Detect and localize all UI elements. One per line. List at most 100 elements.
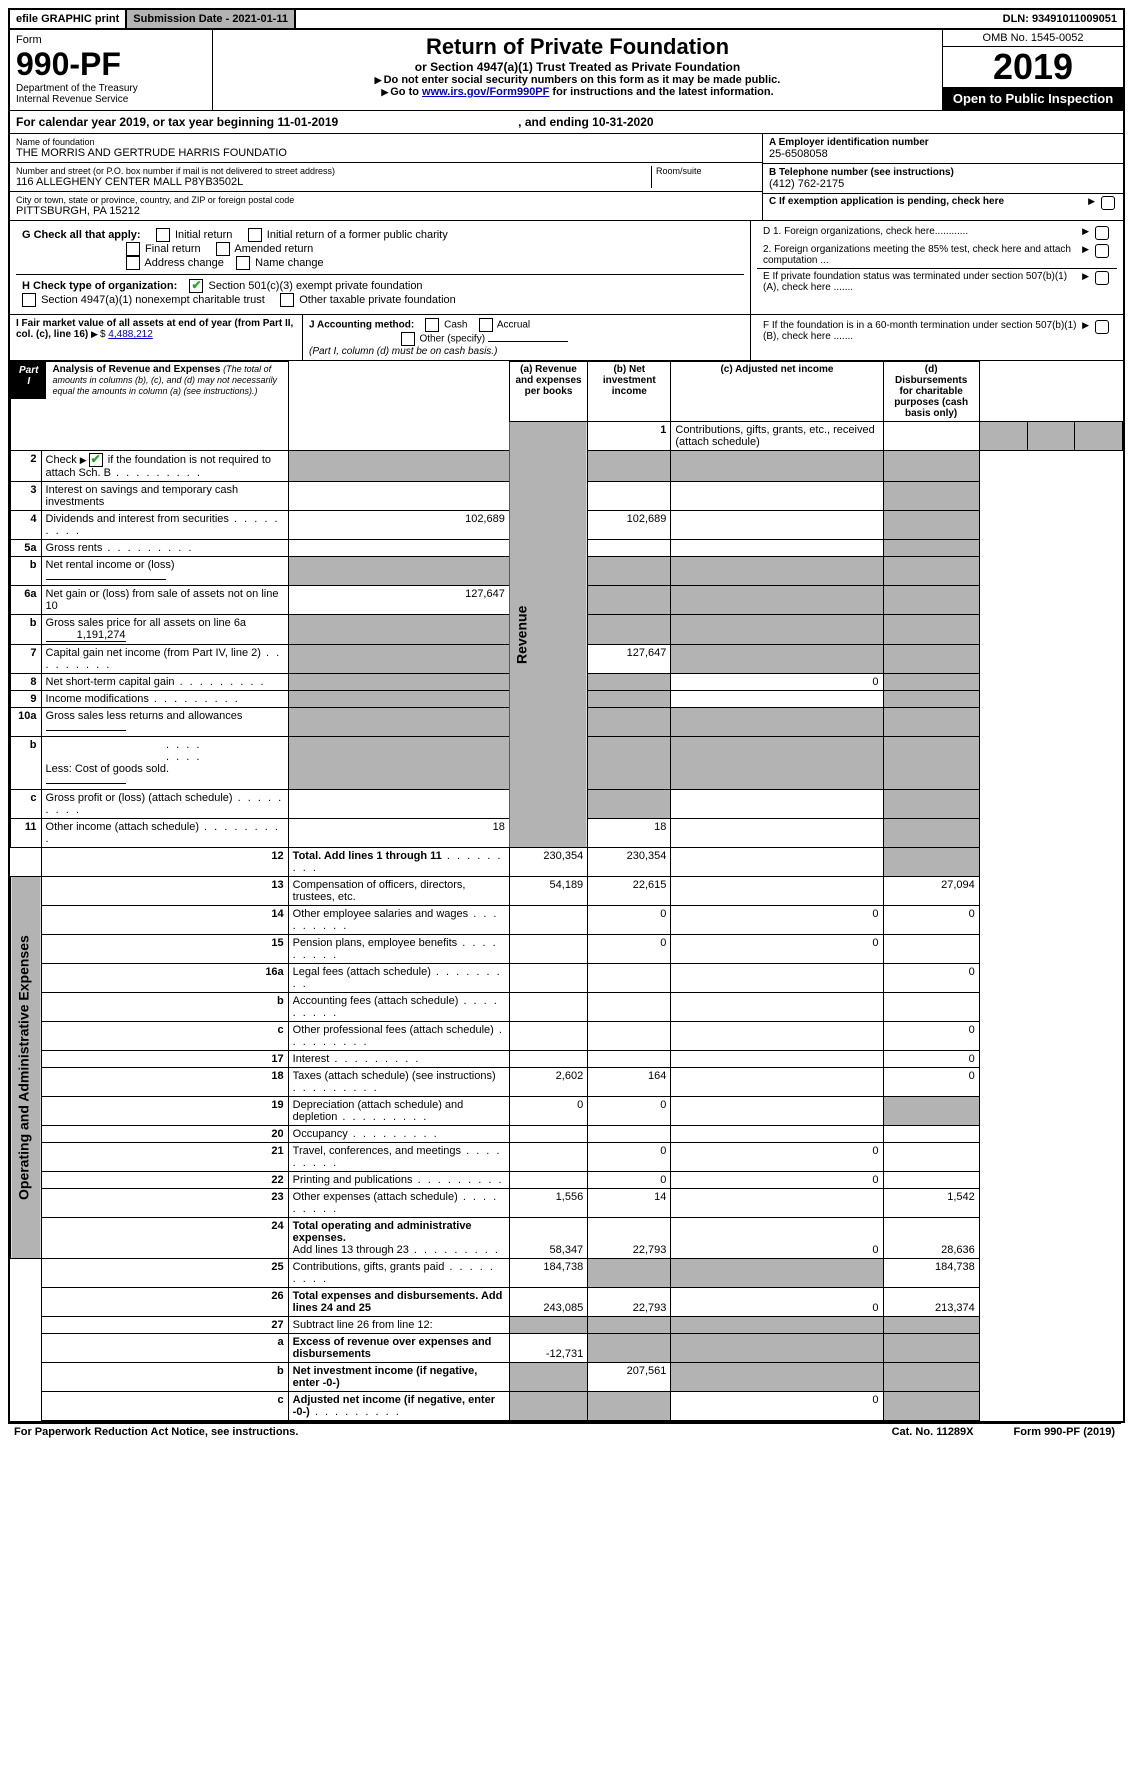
val-24d: 28,636: [883, 1218, 979, 1259]
city-label: City or town, state or province, country…: [16, 195, 756, 205]
val-23b: 14: [588, 1189, 671, 1218]
line-6b: Gross sales price for all assets on line…: [46, 617, 247, 629]
g-name-change-checkbox[interactable]: [236, 256, 250, 270]
g-initial-return: Initial return: [175, 229, 232, 241]
line-26: Total expenses and disbursements. Add li…: [288, 1288, 509, 1317]
col-d-header: (d) Disbursements for charitable purpose…: [883, 362, 979, 422]
form-container: efile GRAPHIC print Submission Date - 20…: [8, 8, 1125, 1423]
street-address: 116 ALLEGHENY CENTER MALL P8YB3502L: [16, 176, 651, 188]
val-6a: 127,647: [288, 586, 509, 615]
row-num: b: [11, 737, 42, 790]
g-final-return-checkbox[interactable]: [126, 242, 140, 256]
val-17d: 0: [883, 1051, 979, 1068]
row-num: b: [11, 615, 42, 645]
line-6a: Net gain or (loss) from sale of assets n…: [41, 586, 288, 615]
j-other: Other (specify): [419, 334, 485, 345]
row-num: 26: [41, 1288, 288, 1317]
d2-label: 2. Foreign organizations meeting the 85%…: [763, 244, 1078, 266]
section-i-j-f: I Fair market value of all assets at end…: [10, 315, 1123, 361]
dln: DLN: 93491011009051: [997, 10, 1123, 28]
g-address-change-checkbox[interactable]: [126, 256, 140, 270]
h-501c3-checkbox[interactable]: [189, 279, 203, 293]
row-num: 2: [11, 451, 42, 482]
g-name-change: Name change: [255, 257, 324, 269]
line-10b: Less: Cost of goods sold: [46, 763, 166, 775]
val-8c: 0: [671, 674, 883, 691]
val-26d: 213,374: [883, 1288, 979, 1317]
exemption-checkbox[interactable]: [1101, 196, 1115, 210]
g-initial-former-checkbox[interactable]: [248, 228, 262, 242]
val-21c: 0: [671, 1143, 883, 1172]
g-initial-return-checkbox[interactable]: [156, 228, 170, 242]
i-dollar: $: [100, 329, 106, 340]
line-16c: Other professional fees (attach schedule…: [293, 1024, 494, 1036]
footer-paperwork: For Paperwork Reduction Act Notice, see …: [14, 1426, 298, 1438]
val-14c: 0: [671, 906, 883, 935]
line-23: Other expenses (attach schedule): [293, 1191, 458, 1203]
j-other-input[interactable]: [488, 341, 568, 342]
cal-year-end: , and ending 10-31-2020: [518, 115, 653, 129]
form-label: Form: [16, 34, 206, 46]
d1-checkbox[interactable]: [1095, 226, 1109, 240]
line-5b-input[interactable]: [46, 579, 166, 580]
i-fmv-value[interactable]: 4,488,212: [108, 329, 153, 340]
line-2-checkbox[interactable]: [89, 453, 103, 467]
val-11a: 18: [288, 819, 509, 848]
g-label: G Check all that apply:: [22, 229, 141, 241]
f-checkbox[interactable]: [1095, 320, 1109, 334]
form-subtitle: or Section 4947(a)(1) Trust Treated as P…: [221, 60, 934, 74]
col-b-header: (b) Net investment income: [588, 362, 671, 422]
j-note: (Part I, column (d) must be on cash basi…: [309, 346, 497, 357]
instr-ssn: Do not enter social security numbers on …: [384, 74, 781, 86]
row-num: b: [41, 1363, 288, 1392]
line-13: Compensation of officers, directors, tru…: [288, 877, 509, 906]
cal-year-begin: For calendar year 2019, or tax year begi…: [16, 115, 338, 129]
open-public: Open to Public Inspection: [943, 87, 1123, 110]
tax-year: 2019: [943, 47, 1123, 87]
col-a-header: (a) Revenue and expenses per books: [509, 362, 587, 422]
instr-link[interactable]: www.irs.gov/Form990PF: [422, 86, 549, 98]
j-cash-checkbox[interactable]: [425, 318, 439, 332]
page-footer: For Paperwork Reduction Act Notice, see …: [8, 1423, 1121, 1440]
g-final-return: Final return: [145, 243, 201, 255]
line-18: Taxes (attach schedule) (see instruction…: [293, 1070, 496, 1082]
line-11: Other income (attach schedule): [46, 821, 199, 833]
val-13b: 22,615: [588, 877, 671, 906]
val-14d: 0: [883, 906, 979, 935]
j-other-checkbox[interactable]: [401, 332, 415, 346]
g-amended-checkbox[interactable]: [216, 242, 230, 256]
e-checkbox[interactable]: [1095, 271, 1109, 285]
h-other-taxable-checkbox[interactable]: [280, 293, 294, 307]
h-501c3: Section 501(c)(3) exempt private foundat…: [209, 280, 423, 292]
d2-checkbox[interactable]: [1095, 244, 1109, 258]
line-3: Interest on savings and temporary cash i…: [41, 482, 288, 511]
line-22: Printing and publications: [293, 1174, 413, 1186]
section-g-d: G Check all that apply: Initial return I…: [10, 221, 1123, 315]
row-num: 19: [41, 1097, 288, 1126]
line-24b: Add lines 13 through 23: [293, 1244, 409, 1256]
j-accrual-checkbox[interactable]: [479, 318, 493, 332]
val-27c: 0: [671, 1392, 883, 1421]
expenses-side-label: Operating and Administrative Expenses: [11, 877, 42, 1259]
line-10a-input[interactable]: [46, 730, 126, 731]
i-label: I Fair market value of all assets at end…: [16, 318, 293, 340]
g-initial-former: Initial return of a former public charit…: [267, 229, 448, 241]
line-10b-input[interactable]: [46, 783, 126, 784]
row-num: 23: [41, 1189, 288, 1218]
line-16a: Legal fees (attach schedule): [293, 966, 431, 978]
form-title: Return of Private Foundation: [221, 34, 934, 60]
foundation-name: THE MORRIS AND GERTRUDE HARRIS FOUNDATIO: [16, 147, 756, 159]
val-26a: 243,085: [509, 1288, 587, 1317]
val-13a: 54,189: [509, 877, 587, 906]
val-16ad: 0: [883, 964, 979, 993]
header-right: OMB No. 1545-0052 2019 Open to Public In…: [942, 30, 1123, 110]
calendar-year-row: For calendar year 2019, or tax year begi…: [10, 111, 1123, 134]
row-num: 16a: [41, 964, 288, 993]
line-14: Other employee salaries and wages: [293, 908, 468, 920]
row-num: c: [41, 1022, 288, 1051]
row-num: 4: [11, 511, 42, 540]
val-23a: 1,556: [509, 1189, 587, 1218]
phone-label: B Telephone number (see instructions): [769, 167, 1117, 178]
row-num: 7: [11, 645, 42, 674]
h-4947-checkbox[interactable]: [22, 293, 36, 307]
